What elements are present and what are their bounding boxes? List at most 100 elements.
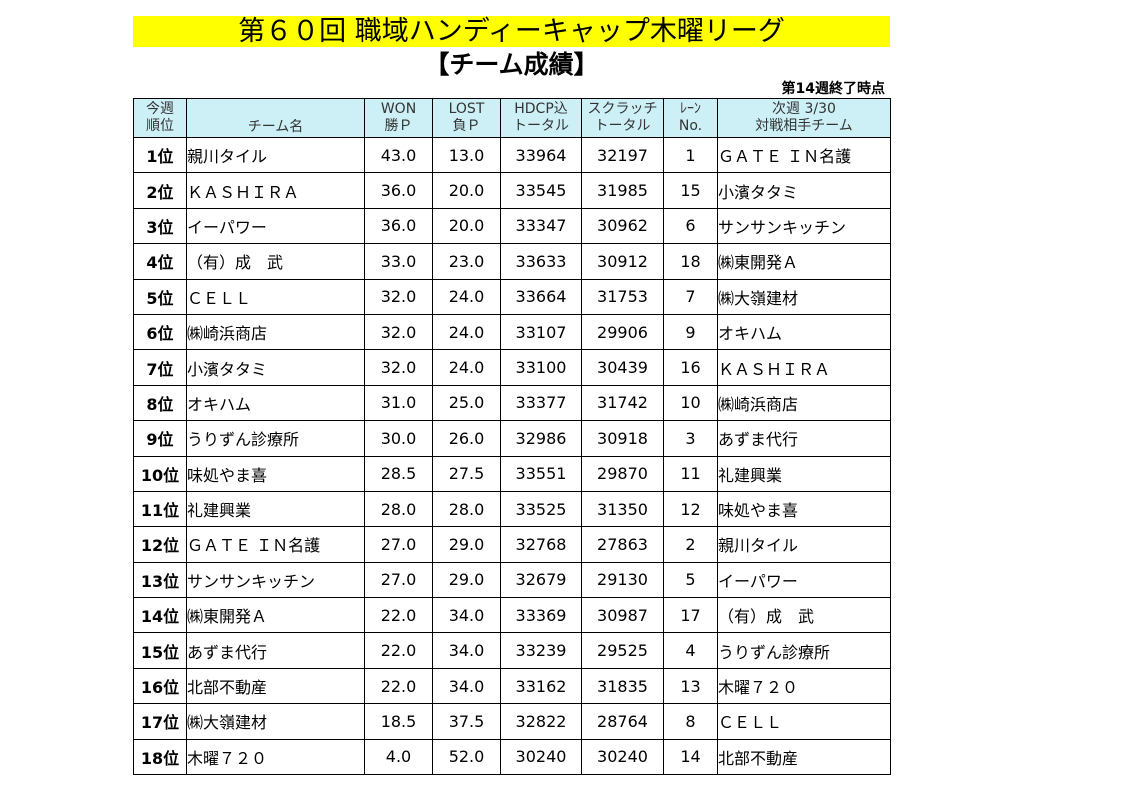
- won-cell: 27.0: [364, 561, 433, 599]
- lost-cell: 29.0: [432, 526, 501, 563]
- scratch-cell: 30962: [581, 207, 664, 245]
- table-row: 1位 親川タイル 43.0 13.0 33964 32197 1 ＧＡＴＥ ＩＮ名護: [133, 136, 891, 174]
- lost-cell: 27.5: [432, 455, 501, 492]
- scratch-cell: 30240: [581, 738, 664, 776]
- hdcp-cell: 32768: [500, 526, 582, 563]
- won-cell: 31.0: [364, 384, 433, 422]
- scratch-cell: 31985: [581, 172, 664, 209]
- won-cell: 27.0: [364, 526, 433, 563]
- rank-cell: 17位: [133, 703, 187, 740]
- won-cell: 32.0: [364, 278, 433, 315]
- status-text: 第14週終了時点: [781, 81, 885, 97]
- header-lane-line2: No.: [678, 118, 703, 134]
- lane-cell: 18: [663, 243, 718, 280]
- opponent-cell: 小濱タタミ: [717, 172, 891, 209]
- scratch-cell: 30987: [581, 597, 664, 634]
- won-cell: 28.5: [364, 455, 433, 492]
- lost-cell: 29.0: [432, 561, 501, 599]
- hdcp-cell: 32986: [500, 420, 582, 457]
- lost-cell: 28.0: [432, 490, 501, 528]
- scratch-cell: 32197: [581, 136, 664, 174]
- rank-cell: 3位: [133, 207, 187, 245]
- scratch-cell: 29906: [581, 313, 664, 351]
- lane-cell: 15: [663, 172, 718, 209]
- opponent-cell: 礼建興業: [717, 455, 891, 492]
- rank-cell: 15位: [133, 632, 187, 669]
- opponent-cell: ＣＥＬＬ: [717, 703, 891, 740]
- table-row: 18位 木曜７２０ 4.0 52.0 30240 30240 14 北部不動産: [133, 738, 891, 776]
- scratch-cell: 29870: [581, 455, 664, 492]
- scratch-cell: 31835: [581, 667, 664, 705]
- header-team: チーム名: [186, 98, 365, 138]
- rank-cell: 7位: [133, 349, 187, 386]
- opponent-cell: サンサンキッチン: [717, 207, 891, 245]
- header-hdcp-line2: トータル: [513, 118, 569, 134]
- header-lane: ﾚｰﾝ No.: [663, 98, 718, 138]
- won-cell: 28.0: [364, 490, 433, 528]
- table-row: 10位 味処やま喜 28.5 27.5 33551 29870 11 礼建興業: [133, 455, 891, 492]
- won-cell: 32.0: [364, 349, 433, 386]
- rank-cell: 9位: [133, 420, 187, 457]
- opponent-cell: 北部不動産: [717, 738, 891, 776]
- hdcp-cell: 33964: [500, 136, 582, 174]
- opponent-cell: 親川タイル: [717, 526, 891, 563]
- won-cell: 22.0: [364, 667, 433, 705]
- table-row: 9位 うりずん診療所 30.0 26.0 32986 30918 3 あずま代行: [133, 420, 891, 457]
- opponent-cell: イーパワー: [717, 561, 891, 599]
- team-cell: 木曜７２０: [186, 738, 365, 776]
- lane-cell: 1: [663, 136, 718, 174]
- scratch-cell: 29525: [581, 632, 664, 669]
- lane-cell: 11: [663, 455, 718, 492]
- team-cell: ＣＥＬＬ: [186, 278, 365, 315]
- opponent-cell: あずま代行: [717, 420, 891, 457]
- rank-cell: 2位: [133, 172, 187, 209]
- page-subtitle: 【チーム成績】: [424, 50, 599, 79]
- team-cell: 味処やま喜: [186, 455, 365, 492]
- lane-cell: 7: [663, 278, 718, 315]
- header-hdcp-line1: HDCP込: [514, 101, 568, 117]
- page-title: 第６０回 職域ハンディーキャップ木曜リーグ: [133, 16, 890, 47]
- opponent-cell: ㈱東開発Ａ: [717, 243, 891, 280]
- scratch-cell: 31742: [581, 384, 664, 422]
- standings-table: 今週 順位 チーム名 WON 勝Ｐ LOST 負Ｐ HDCP込 トータル スクラ…: [133, 98, 891, 776]
- won-cell: 18.5: [364, 703, 433, 740]
- opponent-cell: ＫＡＳＨＩＲＡ: [717, 349, 891, 386]
- table-row: 12位 ＧＡＴＥ ＩＮ名護 27.0 29.0 32768 27863 2 親川タイル: [133, 526, 891, 563]
- team-cell: ㈱崎浜商店: [186, 313, 365, 351]
- team-cell: サンサンキッチン: [186, 561, 365, 599]
- table-row: 16位 北部不動産 22.0 34.0 33162 31835 13 木曜７２０: [133, 667, 891, 705]
- hdcp-cell: 33107: [500, 313, 582, 351]
- scratch-cell: 30439: [581, 349, 664, 386]
- won-cell: 36.0: [364, 207, 433, 245]
- lane-cell: 8: [663, 703, 718, 740]
- team-cell: イーパワー: [186, 207, 365, 245]
- won-cell: 30.0: [364, 420, 433, 457]
- header-lost-line2: 負Ｐ: [452, 118, 481, 134]
- rank-cell: 1位: [133, 136, 187, 174]
- rank-cell: 10位: [133, 455, 187, 492]
- won-cell: 36.0: [364, 172, 433, 209]
- header-next-opponent: 次週 3/30 対戦相手チーム: [717, 98, 891, 138]
- scratch-cell: 30912: [581, 243, 664, 280]
- lane-cell: 17: [663, 597, 718, 634]
- team-cell: 小濱タタミ: [186, 349, 365, 386]
- hdcp-cell: 33239: [500, 632, 582, 669]
- team-cell: 親川タイル: [186, 136, 365, 174]
- team-cell: ＧＡＴＥ ＩＮ名護: [186, 526, 365, 563]
- table-row: 11位 礼建興業 28.0 28.0 33525 31350 12 味処やま喜: [133, 490, 891, 528]
- table-row: 7位 小濱タタミ 32.0 24.0 33100 30439 16 ＫＡＳＨＩＲＡ: [133, 349, 891, 386]
- hdcp-cell: 30240: [500, 738, 582, 776]
- lost-cell: 24.0: [432, 278, 501, 315]
- lost-cell: 20.0: [432, 207, 501, 245]
- team-cell: 北部不動産: [186, 667, 365, 705]
- table-row: 6位 ㈱崎浜商店 32.0 24.0 33107 29906 9 オキハム: [133, 313, 891, 351]
- header-lost-line1: LOST: [448, 101, 485, 117]
- hdcp-cell: 33525: [500, 490, 582, 528]
- lane-cell: 4: [663, 632, 718, 669]
- hdcp-cell: 33664: [500, 278, 582, 315]
- lost-cell: 20.0: [432, 172, 501, 209]
- lost-cell: 34.0: [432, 597, 501, 634]
- header-scratch: スクラッチ トータル: [581, 98, 664, 138]
- lost-cell: 52.0: [432, 738, 501, 776]
- header-row: 今週 順位 チーム名 WON 勝Ｐ LOST 負Ｐ HDCP込 トータル スクラ…: [133, 98, 891, 138]
